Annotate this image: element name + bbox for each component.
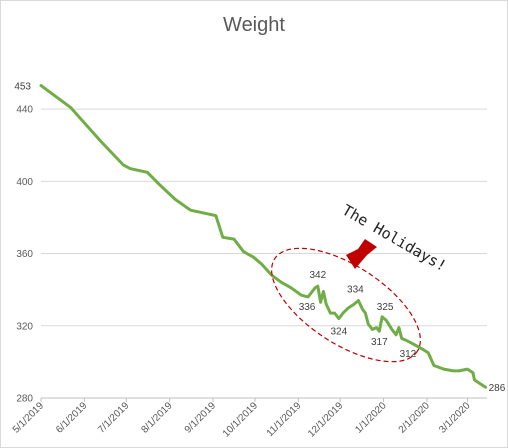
- x-tick-label: 6/1/2019: [54, 400, 90, 436]
- x-tick-label: 2/1/2020: [397, 400, 433, 436]
- chart-title: Weight: [223, 14, 285, 36]
- x-tick-labels: 5/1/2019 6/1/2019 7/1/2019 8/1/2019 9/1/2019…: [11, 400, 473, 440]
- data-label-286: 286: [489, 383, 506, 394]
- y-tick-280: 280: [16, 394, 33, 405]
- x-tick-label: 11/1/2019: [265, 400, 304, 439]
- data-label-317: 317: [371, 337, 388, 348]
- data-label-453: 453: [14, 82, 31, 93]
- weight-series-line: [39, 84, 488, 389]
- x-tick-label: 1/1/2020: [353, 400, 389, 436]
- data-label-324: 324: [330, 327, 347, 338]
- y-tick-labels: 280 320 360 400 440: [16, 105, 33, 405]
- x-tick-label: 12/1/2019: [306, 400, 346, 440]
- data-label-334: 334: [347, 285, 364, 296]
- grid-lines: [40, 108, 487, 402]
- holidays-arrow: [346, 239, 377, 269]
- x-tick-label: 10/1/2019: [221, 400, 261, 440]
- data-label-312: 312: [400, 349, 417, 360]
- data-labels: 453 336 342 324 334 317 325 312 286: [14, 82, 505, 395]
- x-tick-label: 8/1/2019: [139, 400, 175, 436]
- data-label-336: 336: [299, 302, 316, 313]
- y-tick-360: 360: [16, 249, 33, 260]
- x-tick-label: 5/1/2019: [11, 400, 47, 436]
- data-label-325: 325: [377, 302, 394, 313]
- data-label-342: 342: [309, 270, 326, 281]
- y-tick-440: 440: [16, 105, 33, 116]
- x-tick-label: 3/1/2020: [437, 400, 473, 436]
- x-tick-label: 9/1/2019: [183, 400, 219, 436]
- series-group: [39, 84, 488, 389]
- y-tick-400: 400: [16, 177, 33, 188]
- y-tick-320: 320: [16, 321, 33, 332]
- holidays-ellipse: [271, 247, 421, 363]
- x-tick-label: 7/1/2019: [96, 400, 132, 436]
